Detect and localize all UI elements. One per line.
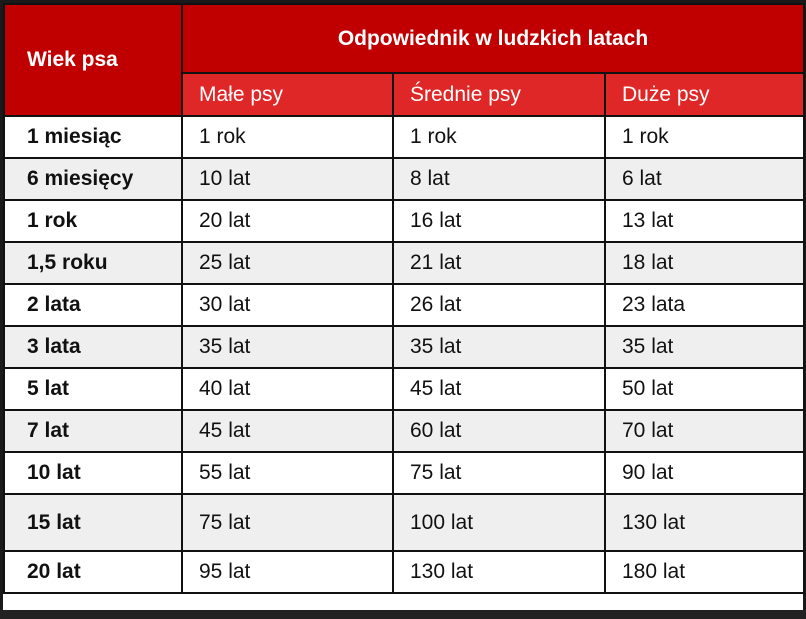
cell-large-dogs: 70 lat	[603, 409, 806, 453]
cell-medium-dogs: 75 lat	[392, 451, 606, 495]
cell-large-dogs: 90 lat	[603, 451, 806, 495]
table-row: 1 rok 20 lat 16 lat 13 lat	[3, 199, 806, 243]
cell-medium-dogs: 26 lat	[392, 283, 606, 327]
cell-large-dogs: 6 lat	[603, 157, 806, 201]
cell-large-dogs: 50 lat	[603, 367, 806, 411]
dog-age-table: Wiek psa Odpowiednik w ludzkich latach M…	[3, 2, 806, 594]
column-header-medium-dogs: Średnie psy	[392, 72, 606, 117]
column-header-dog-age: Wiek psa	[3, 3, 183, 117]
table-row: 6 miesięcy 10 lat 8 lat 6 lat	[3, 157, 806, 201]
cell-dog-age: 5 lat	[3, 367, 183, 411]
cell-medium-dogs: 1 rok	[392, 115, 606, 159]
cell-large-dogs: 180 lat	[603, 550, 806, 594]
cell-dog-age: 10 lat	[3, 451, 183, 495]
table-row: 5 lat 40 lat 45 lat 50 lat	[3, 367, 806, 411]
cell-small-dogs: 1 rok	[181, 115, 394, 159]
table-row: 10 lat 55 lat 75 lat 90 lat	[3, 451, 806, 495]
dog-age-table-container: Wiek psa Odpowiednik w ludzkich latach M…	[3, 2, 806, 610]
cell-small-dogs: 10 lat	[181, 157, 394, 201]
cell-small-dogs: 25 lat	[181, 241, 394, 285]
cell-small-dogs: 35 lat	[181, 325, 394, 369]
cell-dog-age: 7 lat	[3, 409, 183, 453]
column-header-large-dogs: Duże psy	[603, 72, 806, 117]
cell-medium-dogs: 45 lat	[392, 367, 606, 411]
cell-small-dogs: 95 lat	[181, 550, 394, 594]
cell-small-dogs: 30 lat	[181, 283, 394, 327]
cell-medium-dogs: 60 lat	[392, 409, 606, 453]
cell-large-dogs: 1 rok	[603, 115, 806, 159]
cell-dog-age: 20 lat	[3, 550, 183, 594]
header-row-top: Wiek psa Odpowiednik w ludzkich latach	[3, 2, 806, 117]
cell-dog-age: 6 miesięcy	[3, 157, 183, 201]
table-row: 1 miesiąc 1 rok 1 rok 1 rok	[3, 115, 806, 159]
bottom-shadow-edge	[0, 610, 806, 619]
cell-medium-dogs: 8 lat	[392, 157, 606, 201]
cell-dog-age: 1,5 roku	[3, 241, 183, 285]
column-header-small-dogs: Małe psy	[181, 72, 394, 117]
table-row: 3 lata 35 lat 35 lat 35 lat	[3, 325, 806, 369]
cell-large-dogs: 13 lat	[603, 199, 806, 243]
cell-dog-age: 15 lat	[3, 493, 183, 552]
cell-medium-dogs: 130 lat	[392, 550, 606, 594]
cell-large-dogs: 130 lat	[603, 493, 806, 552]
header-row-sub: Małe psy Średnie psy Duże psy	[4, 72, 806, 117]
cell-large-dogs: 35 lat	[603, 325, 806, 369]
cell-small-dogs: 55 lat	[181, 451, 394, 495]
table-row: 15 lat 75 lat 100 lat 130 lat	[3, 493, 806, 552]
cell-large-dogs: 23 lata	[603, 283, 806, 327]
cell-small-dogs: 20 lat	[181, 199, 394, 243]
cell-small-dogs: 45 lat	[181, 409, 394, 453]
cell-dog-age: 1 rok	[3, 199, 183, 243]
cell-medium-dogs: 35 lat	[392, 325, 606, 369]
cell-dog-age: 3 lata	[3, 325, 183, 369]
cell-dog-age: 2 lata	[3, 283, 183, 327]
cell-small-dogs: 40 lat	[181, 367, 394, 411]
table-row: 20 lat 95 lat 130 lat 180 lat	[3, 550, 806, 594]
cell-small-dogs: 75 lat	[181, 493, 394, 552]
cell-dog-age: 1 miesiąc	[3, 115, 183, 159]
table-row: 2 lata 30 lat 26 lat 23 lata	[3, 283, 806, 327]
table-row: 1,5 roku 25 lat 21 lat 18 lat	[3, 241, 806, 285]
cell-medium-dogs: 16 lat	[392, 199, 606, 243]
table-row: 7 lat 45 lat 60 lat 70 lat	[3, 409, 806, 453]
cell-medium-dogs: 21 lat	[392, 241, 606, 285]
cell-large-dogs: 18 lat	[603, 241, 806, 285]
cell-medium-dogs: 100 lat	[392, 493, 606, 552]
group-header-human-years: Odpowiednik w ludzkich latach	[180, 2, 806, 75]
